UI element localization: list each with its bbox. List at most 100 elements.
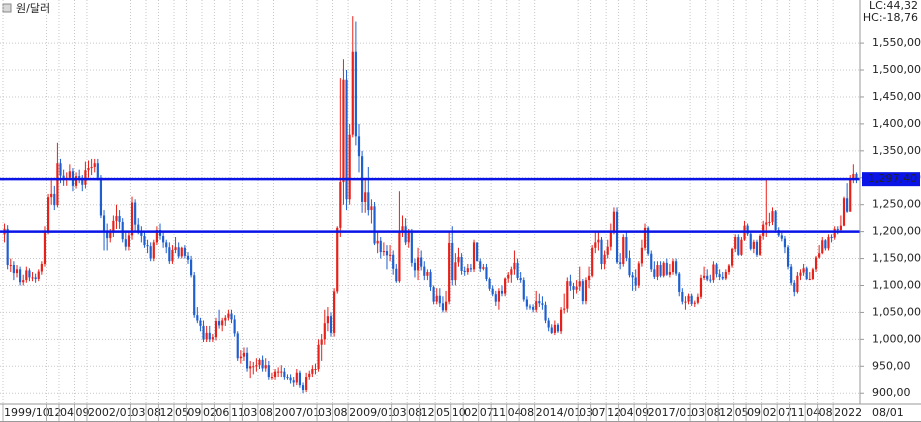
- chart-menu-icon[interactable]: [2, 3, 12, 13]
- x-tick-label: 2002/01: [88, 406, 134, 419]
- x-tick-label: 04: [620, 406, 634, 419]
- candle-body: [134, 202, 137, 225]
- candle-body: [852, 173, 855, 179]
- candle-body: [687, 295, 690, 302]
- candle-body: [600, 239, 603, 264]
- candle-body: [668, 272, 671, 275]
- candle-body: [357, 136, 361, 157]
- candle-body: [513, 262, 516, 270]
- candle-body: [376, 240, 379, 244]
- candle-body: [783, 238, 787, 248]
- candle-body: [724, 272, 727, 279]
- candle-body: [202, 325, 205, 340]
- candle-body: [839, 225, 842, 231]
- candle-body: [9, 265, 12, 267]
- x-tick-label: 08: [147, 406, 161, 419]
- candle-body: [373, 206, 376, 244]
- x-tick-label: 03: [243, 406, 257, 419]
- candle-body: [553, 324, 556, 333]
- candle-body: [528, 306, 532, 308]
- candle-body: [463, 270, 466, 273]
- candle-body: [367, 192, 370, 211]
- candle-body: [109, 232, 112, 239]
- candle-body: [93, 163, 96, 167]
- candle-body: [547, 320, 550, 328]
- y-tick-label: 950,00: [872, 359, 911, 372]
- candle-body: [799, 272, 802, 276]
- candle-body: [591, 247, 594, 276]
- candle-body: [559, 309, 563, 332]
- candle-body: [830, 237, 833, 239]
- candle-body: [734, 237, 737, 249]
- candle-body: [662, 262, 665, 276]
- candle-body: [115, 216, 118, 221]
- candle-body: [538, 301, 541, 304]
- x-tick-label: 09: [747, 406, 761, 419]
- candle-body: [619, 262, 622, 264]
- candle-body: [264, 365, 267, 369]
- candle-body: [317, 344, 320, 369]
- candle-body: [146, 245, 149, 247]
- candle-body: [500, 290, 504, 294]
- candle-body: [280, 371, 283, 373]
- candle-body: [379, 240, 382, 253]
- candle-body: [653, 269, 656, 277]
- candle-body: [127, 235, 131, 247]
- candle-body: [721, 276, 724, 279]
- candle-body: [25, 270, 28, 281]
- candle-body: [771, 211, 774, 222]
- candle-body: [183, 247, 186, 256]
- candle-body: [479, 261, 482, 269]
- candle-body: [416, 257, 420, 271]
- candle-body: [165, 242, 168, 248]
- x-tick-label: 12: [48, 406, 62, 419]
- candle-body: [444, 301, 448, 311]
- candle-body: [737, 237, 740, 255]
- candle-body: [693, 302, 696, 304]
- candle-body: [556, 324, 560, 332]
- y-tick-label: 1,100,00: [872, 278, 921, 291]
- candle-body: [221, 320, 224, 326]
- candle-body: [345, 79, 348, 200]
- candle-body: [544, 304, 547, 321]
- candle-body: [429, 272, 432, 288]
- candle-body: [186, 255, 190, 260]
- candle-body: [68, 171, 71, 178]
- candle-body: [190, 259, 193, 276]
- x-tick-label: 2009/01: [349, 406, 395, 419]
- candle-body: [435, 295, 438, 302]
- x-tick-label: 08: [408, 406, 422, 419]
- candle-body: [245, 352, 249, 369]
- candle-body: [392, 254, 395, 269]
- candle-body: [491, 288, 494, 295]
- candle-body: [267, 365, 270, 378]
- candle-body: [814, 257, 818, 270]
- candle-body: [230, 313, 233, 320]
- candle-body: [273, 371, 277, 378]
- candle-body: [522, 280, 525, 300]
- candle-body: [482, 267, 485, 269]
- candle-body: [43, 231, 47, 264]
- candle-body: [171, 249, 174, 262]
- candle-body: [712, 264, 715, 281]
- x-end-label: 08/01: [872, 406, 904, 419]
- candle-body: [50, 193, 53, 198]
- candle-body: [336, 227, 339, 292]
- candle-body: [292, 380, 295, 383]
- x-tick-label: 03: [131, 406, 145, 419]
- candle-body: [758, 235, 762, 255]
- candle-body: [730, 248, 734, 266]
- candle-body: [180, 247, 183, 257]
- candle-body: [329, 316, 333, 333]
- x-tick-label: 04: [806, 406, 820, 419]
- candle-body: [609, 231, 612, 247]
- candle-body: [765, 222, 768, 225]
- candle-body: [193, 275, 196, 316]
- candle-body: [301, 385, 305, 390]
- candle-body: [174, 247, 177, 250]
- y-tick-label: 1,150,00: [872, 252, 921, 265]
- candle-body: [678, 273, 681, 292]
- y-tick-label: 1,350,00: [872, 144, 921, 157]
- candle-body: [102, 215, 106, 232]
- candle-body: [106, 231, 109, 239]
